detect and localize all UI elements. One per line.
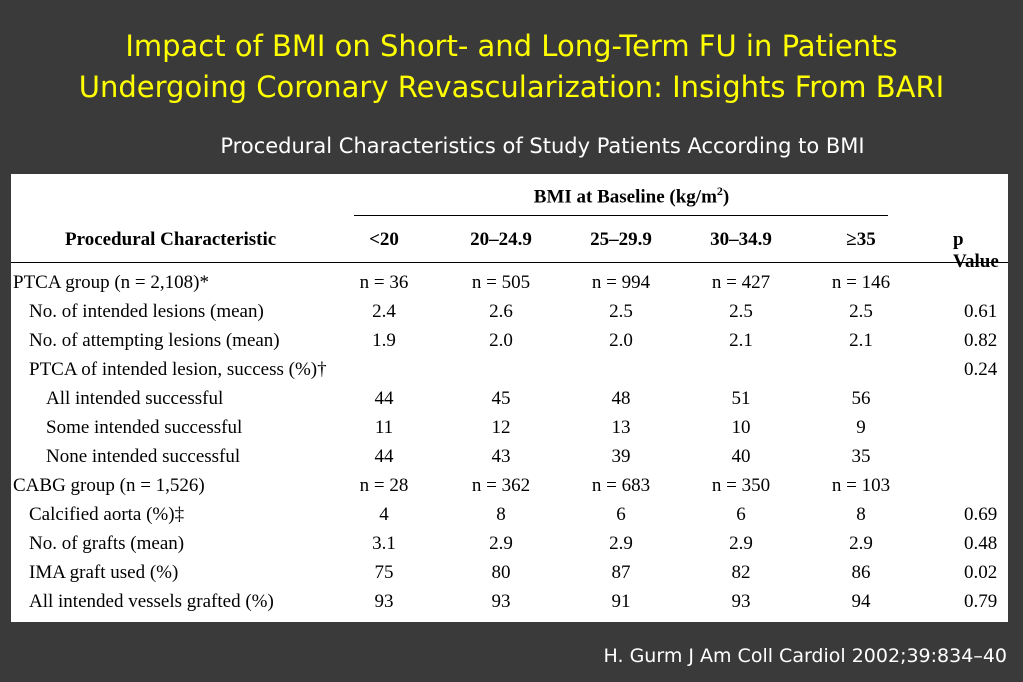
group-header-rule (354, 215, 888, 216)
bmi-column-header: 20–24.9 (470, 229, 532, 250)
table-row-label: CABG group (n = 1,526) (13, 475, 205, 496)
table-cell: 80 (491, 562, 511, 583)
p-value-cell: 0.61 (964, 301, 998, 322)
table-cell: 12 (491, 417, 511, 438)
table-cell: 44 (374, 388, 394, 409)
table-cell: 91 (611, 591, 631, 612)
table-cell: n = 103 (831, 475, 891, 496)
table-cell: n = 683 (591, 475, 651, 496)
p-value-cell: 0.69 (964, 504, 998, 525)
table-cell: n = 362 (471, 475, 531, 496)
table-row-label: Some intended successful (46, 417, 243, 438)
table-cell: 45 (491, 388, 511, 409)
table-cell: 94 (851, 591, 871, 612)
table-row-label: Calcified aorta (%)‡ (29, 504, 185, 525)
p-value-cell: 0.79 (964, 591, 998, 612)
table-cell: 11 (374, 417, 394, 438)
table-cell: 8 (856, 504, 866, 525)
header-bottom-rule (11, 262, 1008, 263)
p-value-cell: 0.48 (964, 533, 998, 554)
bmi-group-header-end: ) (722, 186, 730, 208)
table-row-label: PTCA of intended lesion, success (%)† (29, 359, 327, 380)
table-cell: 56 (851, 388, 871, 409)
table-cell: 35 (851, 446, 871, 467)
table-cell: 86 (851, 562, 871, 583)
bmi-group-header-text: BMI at Baseline (kg/m (533, 186, 717, 208)
procedural-characteristic-header: Procedural Characteristic (65, 229, 277, 250)
table-row-label: No. of intended lesions (mean) (29, 301, 264, 322)
table-cell: 2.5 (609, 301, 633, 322)
table-cell: n = 427 (711, 272, 771, 293)
table-cell: 39 (611, 446, 631, 467)
table-cell: 2.6 (489, 301, 513, 322)
table-cell: 8 (496, 504, 506, 525)
p-value-cell: 0.02 (964, 562, 998, 583)
table-cell: 93 (374, 591, 394, 612)
table-row-label: No. of attempting lesions (mean) (29, 330, 280, 351)
table-cell: 75 (374, 562, 394, 583)
table-cell: 6 (616, 504, 626, 525)
table-cell: 9 (856, 417, 866, 438)
table-row-label: None intended successful (46, 446, 241, 467)
table-cell: 2.5 (849, 301, 873, 322)
table-cell: n = 36 (359, 272, 409, 293)
p-value-header: p Value (953, 229, 999, 272)
table-cell: 2.0 (609, 330, 633, 351)
table-cell: 2.9 (849, 533, 873, 554)
bmi-column-header: 30–34.9 (710, 229, 772, 250)
slide-title: Impact of BMI on Short- and Long-Term FU… (0, 26, 1023, 108)
slide-title-line2: Undergoing Coronary Revascularization: I… (78, 70, 945, 104)
table-cell: 93 (491, 591, 511, 612)
table-cell: 4 (379, 504, 389, 525)
bmi-column-header: <20 (369, 229, 399, 250)
table-cell: 2.9 (729, 533, 753, 554)
table-cell: 6 (736, 504, 746, 525)
table-cell: 2.1 (849, 330, 873, 351)
slide-subtitle: Procedural Characteristics of Study Pati… (220, 134, 865, 158)
table-row-label: All intended vessels grafted (%) (29, 591, 274, 612)
table-cell: n = 146 (831, 272, 891, 293)
table-cell: 43 (491, 446, 511, 467)
table-row-label: IMA graft used (%) (29, 562, 179, 583)
table-cell: 2.4 (372, 301, 396, 322)
table-cell: n = 350 (711, 475, 771, 496)
table-cell: 82 (731, 562, 751, 583)
table-cell: 2.9 (489, 533, 513, 554)
bmi-column-header: 25–29.9 (590, 229, 652, 250)
citation: H. Gurm J Am Coll Cardiol 2002;39:834–40 (603, 645, 1007, 667)
table-cell: 2.5 (729, 301, 753, 322)
table-cell: 48 (611, 388, 631, 409)
table-cell: 3.1 (372, 533, 396, 554)
table-cell: 2.0 (489, 330, 513, 351)
table-cell: 87 (611, 562, 631, 583)
slide-title-line1: Impact of BMI on Short- and Long-Term FU… (125, 29, 898, 63)
p-value-cell: 0.24 (964, 359, 998, 380)
table-cell: n = 28 (359, 475, 409, 496)
table-cell: 40 (731, 446, 751, 467)
table-cell: n = 505 (471, 272, 531, 293)
table-cell: 13 (611, 417, 631, 438)
table-cell: 2.1 (729, 330, 753, 351)
bmi-column-header: ≥35 (846, 229, 876, 250)
bmi-group-header: BMI at Baseline (kg/m2) (364, 184, 899, 208)
table-cell: 2.9 (609, 533, 633, 554)
bmi-group-header-sup: 2 (716, 184, 723, 198)
table-cell: 93 (731, 591, 751, 612)
table-cell: 51 (731, 388, 751, 409)
bmi-table: BMI at Baseline (kg/m2) Procedural Chara… (11, 174, 1008, 622)
table-cell: n = 994 (591, 272, 651, 293)
table-row-label: All intended successful (46, 388, 224, 409)
table-cell: 44 (374, 446, 394, 467)
table-row-label: No. of grafts (mean) (29, 533, 185, 554)
p-value-cell: 0.82 (964, 330, 998, 351)
table-row-label: PTCA group (n = 2,108)* (13, 272, 209, 293)
table-cell: 10 (731, 417, 751, 438)
table-cell: 1.9 (372, 330, 396, 351)
